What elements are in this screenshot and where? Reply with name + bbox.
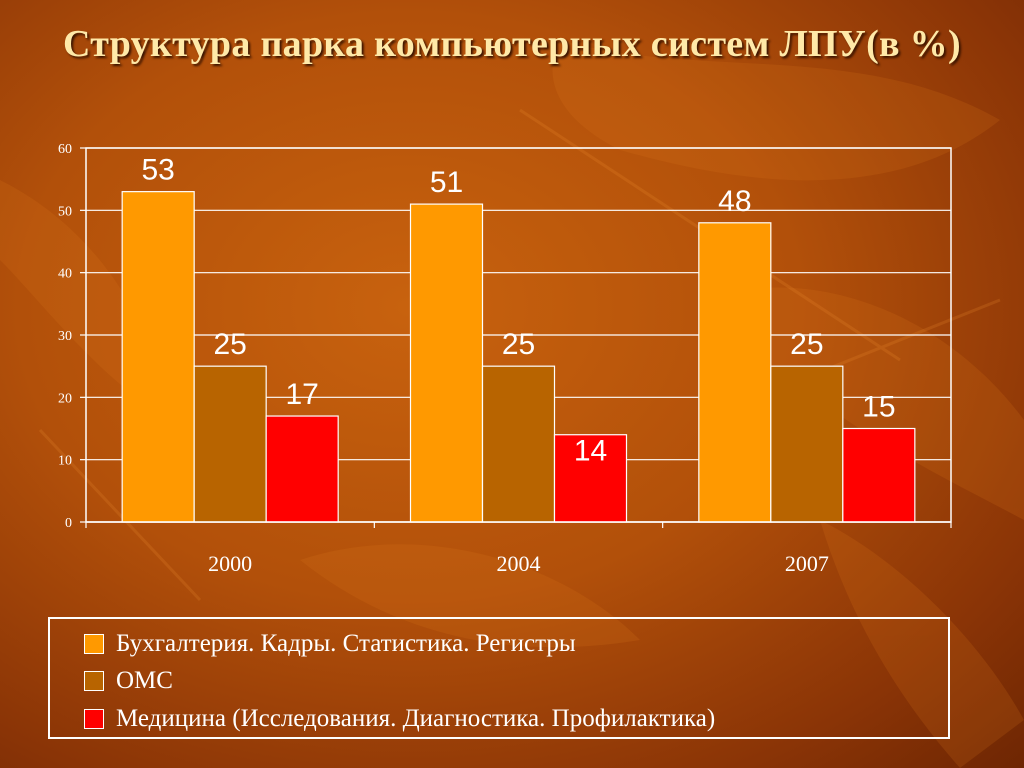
bar <box>193 365 267 523</box>
data-label: 14 <box>574 435 607 468</box>
bar <box>698 222 772 523</box>
y-tick-label: 30 <box>58 329 72 344</box>
legend-item-medicine: Медицина (Исследования. Диагностика. Про… <box>84 704 715 734</box>
legend-swatch-medicine <box>84 709 104 729</box>
legend-item-accounting: Бухгалтерия. Кадры. Статистика. Регистры <box>84 629 576 659</box>
data-label: 25 <box>213 328 246 361</box>
legend-item-oms: ОМС <box>84 666 173 696</box>
data-label: 51 <box>430 166 463 199</box>
bar <box>409 203 484 523</box>
bar <box>481 365 556 523</box>
axes: 0 10 20 30 40 50 60 2000 2004 2007 <box>58 142 952 576</box>
data-label: 25 <box>790 328 823 361</box>
y-tick-label: 20 <box>58 391 72 406</box>
y-tick-label: 50 <box>58 204 72 219</box>
bar <box>842 427 916 523</box>
legend-swatch-oms <box>84 671 104 691</box>
y-tick-label: 10 <box>58 454 72 469</box>
y-tick-label: 60 <box>58 142 72 157</box>
y-tick-label: 0 <box>65 516 72 531</box>
data-label: 17 <box>285 378 318 411</box>
data-label: 15 <box>862 391 895 424</box>
data-label: 25 <box>502 328 535 361</box>
bar <box>265 415 339 523</box>
x-tick-label: 2000 <box>208 551 252 576</box>
chart-title: Структура парка компьютерных систем ЛПУ(… <box>63 23 961 65</box>
legend-label-medicine: Медицина (Исследования. Диагностика. Про… <box>116 705 716 732</box>
data-label: 48 <box>718 185 751 218</box>
bar-series <box>121 191 916 523</box>
legend-label-accounting: Бухгалтерия. Кадры. Статистика. Регистры <box>116 630 576 657</box>
legend: Бухгалтерия. Кадры. Статистика. Регистры… <box>48 617 950 739</box>
bar <box>121 191 195 523</box>
x-tick-label: 2007 <box>785 551 829 576</box>
y-tick-label: 40 <box>58 267 72 282</box>
data-label: 53 <box>141 154 174 187</box>
legend-swatch-accounting <box>84 634 104 654</box>
legend-label-oms: ОМС <box>116 667 173 694</box>
x-tick-label: 2004 <box>497 551 541 576</box>
bar <box>770 365 844 523</box>
data-labels: 53 25 17 51 25 14 48 25 15 <box>141 154 895 468</box>
